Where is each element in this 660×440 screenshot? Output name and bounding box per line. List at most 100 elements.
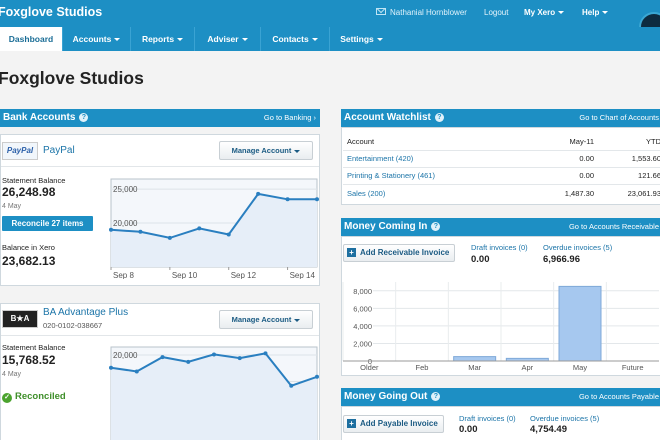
tab-dashboard[interactable]: Dashboard bbox=[0, 27, 62, 51]
data-point bbox=[256, 191, 261, 196]
table-row: Printing & Stationery (461) 0.00 121.66 bbox=[343, 167, 660, 185]
ba-balance-chart: 5,00010,00015,00020,000 bbox=[109, 346, 319, 440]
column-header-month: May-11 bbox=[569, 137, 594, 146]
draft-invoices-link[interactable]: Draft invoices (0) bbox=[471, 243, 528, 252]
add-payable-invoice-button[interactable]: + Add Payable Invoice bbox=[343, 415, 444, 433]
x-tick-label: Feb bbox=[416, 363, 429, 372]
data-point bbox=[285, 197, 290, 202]
manage-account-label: Manage Account bbox=[231, 315, 292, 324]
data-point bbox=[197, 226, 202, 231]
y-tick-label: 6,000 bbox=[353, 304, 372, 313]
user-name[interactable]: Nathanial Hornblower bbox=[390, 8, 467, 17]
y-tick-label: 25,000 bbox=[113, 185, 138, 194]
org-name[interactable]: Foxglove Studios bbox=[0, 5, 103, 19]
account-name[interactable]: BA Advantage Plus bbox=[43, 307, 129, 318]
table-row: Sales (200) 1,487.30 23,061.93 bbox=[343, 185, 660, 203]
month-value: 0.00 bbox=[579, 154, 594, 163]
statement-date: 4 May bbox=[2, 203, 22, 210]
series-area bbox=[111, 193, 317, 267]
overdue-invoices-link[interactable]: Overdue invoices (5) bbox=[530, 414, 600, 423]
draft-invoices-value: 0.00 bbox=[459, 424, 478, 435]
bank-accounts-header: Bank Accounts? Go to Banking › bbox=[0, 109, 320, 127]
overdue-invoices-value: 6,966.96 bbox=[543, 254, 580, 265]
data-point bbox=[134, 369, 139, 374]
y-tick-label: 4,000 bbox=[353, 322, 372, 331]
draft-invoices-link[interactable]: Draft invoices (0) bbox=[459, 414, 516, 423]
series-line bbox=[110, 192, 317, 239]
go-to-accounts-receivable-link[interactable]: Go to Accounts Receivable bbox=[568, 222, 659, 231]
reconcile-button[interactable]: Reconcile 27 items bbox=[2, 216, 93, 231]
statement-balance-label: Statement Balance bbox=[2, 176, 66, 185]
plus-icon: + bbox=[347, 248, 356, 257]
logout-link[interactable]: Logout bbox=[484, 8, 509, 17]
reconciled-status: ✓ Reconciled bbox=[2, 391, 66, 403]
column-header-ytd: YTD bbox=[646, 137, 660, 146]
button-label: Add Payable Invoice bbox=[360, 419, 438, 428]
bar bbox=[558, 285, 602, 362]
data-point bbox=[315, 374, 319, 379]
tab-adviser[interactable]: Adviser bbox=[194, 27, 260, 51]
table-header-row: Account May-11 YTD bbox=[343, 133, 660, 151]
x-tick-label: Sep 10 bbox=[172, 271, 198, 279]
x-tick-label: Sep 8 bbox=[113, 271, 134, 279]
go-to-banking-link[interactable]: Go to Banking › bbox=[263, 113, 316, 122]
chevron-down-icon bbox=[558, 11, 565, 15]
tab-settings[interactable]: Settings bbox=[329, 27, 393, 51]
tab-label: Contacts bbox=[272, 34, 309, 44]
x-tick-label: May bbox=[573, 363, 587, 372]
help-icon[interactable]: ? bbox=[434, 113, 444, 122]
overdue-invoices-link[interactable]: Overdue invoices (5) bbox=[543, 243, 613, 252]
account-link[interactable]: Printing & Stationery (461) bbox=[347, 171, 435, 180]
tab-label: Settings bbox=[340, 34, 374, 44]
account-name[interactable]: PayPal bbox=[43, 145, 75, 156]
help-label: Help bbox=[582, 8, 600, 17]
check-icon: ✓ bbox=[2, 393, 12, 403]
help-icon[interactable]: ? bbox=[431, 392, 441, 401]
ytd-value: 23,061.93 bbox=[627, 189, 660, 198]
x-tick-label: Sep 14 bbox=[290, 271, 316, 279]
table-row: Entertainment (420) 0.00 1,553.60 bbox=[343, 150, 660, 168]
add-receivable-invoice-button[interactable]: + Add Receivable Invoice bbox=[343, 244, 456, 262]
watchlist-title: Account Watchlist bbox=[344, 112, 431, 123]
data-point bbox=[186, 359, 191, 364]
data-point bbox=[160, 355, 165, 360]
tab-label: Accounts bbox=[72, 34, 112, 44]
money-in-chart: 02,0004,0006,0008,000OlderFebMarAprMayFu… bbox=[342, 282, 659, 372]
statement-balance-value: 15,768.52 bbox=[2, 353, 56, 367]
data-point bbox=[315, 197, 319, 202]
paypal-logo: PayPal bbox=[2, 142, 38, 160]
go-to-chart-of-accounts-link[interactable]: Go to Chart of Accounts bbox=[579, 113, 659, 122]
tab-reports[interactable]: Reports bbox=[130, 27, 194, 51]
help-icon[interactable]: ? bbox=[431, 222, 441, 231]
account-link[interactable]: Entertainment (420) bbox=[347, 154, 414, 163]
data-point bbox=[109, 365, 113, 370]
data-point bbox=[138, 229, 143, 234]
manage-account-button[interactable]: Manage Account bbox=[219, 141, 313, 160]
data-point bbox=[289, 383, 294, 388]
data-point bbox=[263, 351, 268, 356]
chevron-down-icon bbox=[294, 149, 301, 153]
chevron-down-icon bbox=[294, 318, 301, 322]
manage-account-button[interactable]: Manage Account bbox=[219, 310, 313, 329]
tab-contacts[interactable]: Contacts bbox=[260, 27, 329, 51]
button-label: Add Receivable Invoice bbox=[360, 248, 450, 257]
help-icon[interactable]: ? bbox=[79, 113, 89, 122]
reconciled-label: Reconciled bbox=[15, 391, 66, 402]
help-menu[interactable]: Help bbox=[582, 8, 609, 17]
mail-icon[interactable] bbox=[376, 8, 386, 15]
manage-account-label: Manage Account bbox=[231, 146, 292, 155]
account-link[interactable]: Sales (200) bbox=[347, 189, 386, 198]
data-point bbox=[237, 356, 242, 361]
ytd-value: 121.66 bbox=[638, 171, 660, 180]
page-title: Foxglove Studios bbox=[0, 68, 144, 88]
data-point bbox=[109, 227, 113, 232]
month-value: 1,487.30 bbox=[564, 189, 594, 198]
data-point bbox=[226, 232, 231, 237]
tab-accounts[interactable]: Accounts bbox=[62, 27, 130, 51]
account-number: 020-0102-038667 bbox=[43, 321, 103, 330]
watchlist-table bbox=[341, 127, 660, 205]
x-tick-label: Future bbox=[622, 363, 644, 372]
my-xero-menu[interactable]: My Xero bbox=[524, 8, 565, 17]
go-to-accounts-payable-link[interactable]: Go to Accounts Payable bbox=[578, 392, 659, 401]
